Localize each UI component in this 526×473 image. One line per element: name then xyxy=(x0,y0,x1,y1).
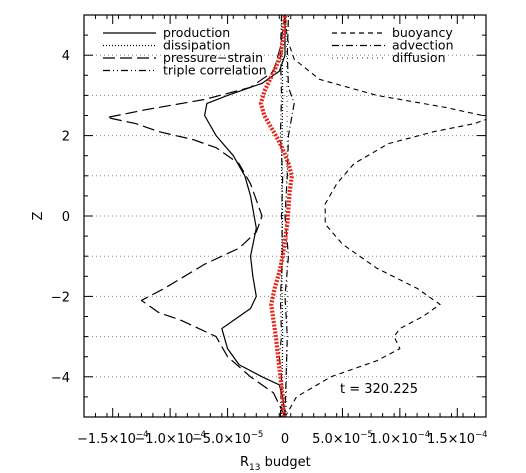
y-tick-label: 0 xyxy=(62,210,70,225)
red-reference-curve xyxy=(258,15,294,417)
x-tick-label: −5.0×10−5 xyxy=(192,430,264,447)
x-tick-label: 1.5×10−4 xyxy=(427,430,488,447)
x-tick-label: −1.0×10−4 xyxy=(134,430,206,447)
advection-curve xyxy=(284,15,295,417)
legend-label-buoyancy: buoyancy xyxy=(392,25,453,40)
y-axis-title: Z xyxy=(31,211,46,220)
buoyancy-curve xyxy=(284,15,486,417)
y-tick-label: −2 xyxy=(51,290,70,305)
legend-label-diffusion: diffusion xyxy=(392,50,446,65)
pressure-strain-curve xyxy=(106,15,286,417)
x-tick-label: 5.0×10−5 xyxy=(312,430,373,447)
production-curve xyxy=(204,15,286,417)
legend-label-triple-correlation: triple correlation xyxy=(163,63,267,78)
legend-label-production: production xyxy=(163,25,230,40)
x-tick-label: 0 xyxy=(281,432,289,447)
legend: productiondissipationpressure−straintrip… xyxy=(103,25,454,78)
y-tick-label: 2 xyxy=(62,130,70,145)
legend-label-advection: advection xyxy=(392,38,454,53)
y-tick-label: 4 xyxy=(62,49,70,64)
x-tick-label: −1.5×10−4 xyxy=(77,430,149,447)
diffusion-curve xyxy=(285,15,288,417)
x-tick-label: 1.0×10−4 xyxy=(370,430,431,447)
x-axis-title: R13 budget xyxy=(240,455,311,473)
plot-frame xyxy=(83,14,487,418)
x-axis-title-main: R xyxy=(240,455,249,470)
budget-curves xyxy=(106,15,486,417)
x-axis-title-suffix: budget xyxy=(261,455,311,470)
y-tick-label: −4 xyxy=(51,371,70,386)
y-tick-labels: −4 −2 0 2 4 xyxy=(51,49,70,386)
time-annotation: t = 320.225 xyxy=(340,382,418,397)
legend-label-dissipation: dissipation xyxy=(163,38,230,53)
x-tick-labels: −1.5×10−4−1.0×10−4−5.0×10−5 0 5.0×10−51.0×… xyxy=(77,430,488,447)
dissipation-curve xyxy=(280,15,284,417)
axis-ticks xyxy=(83,14,487,418)
x-axis-title-subscript: 13 xyxy=(249,463,260,473)
legend-label-pressure-strain: pressure−strain xyxy=(163,50,263,65)
